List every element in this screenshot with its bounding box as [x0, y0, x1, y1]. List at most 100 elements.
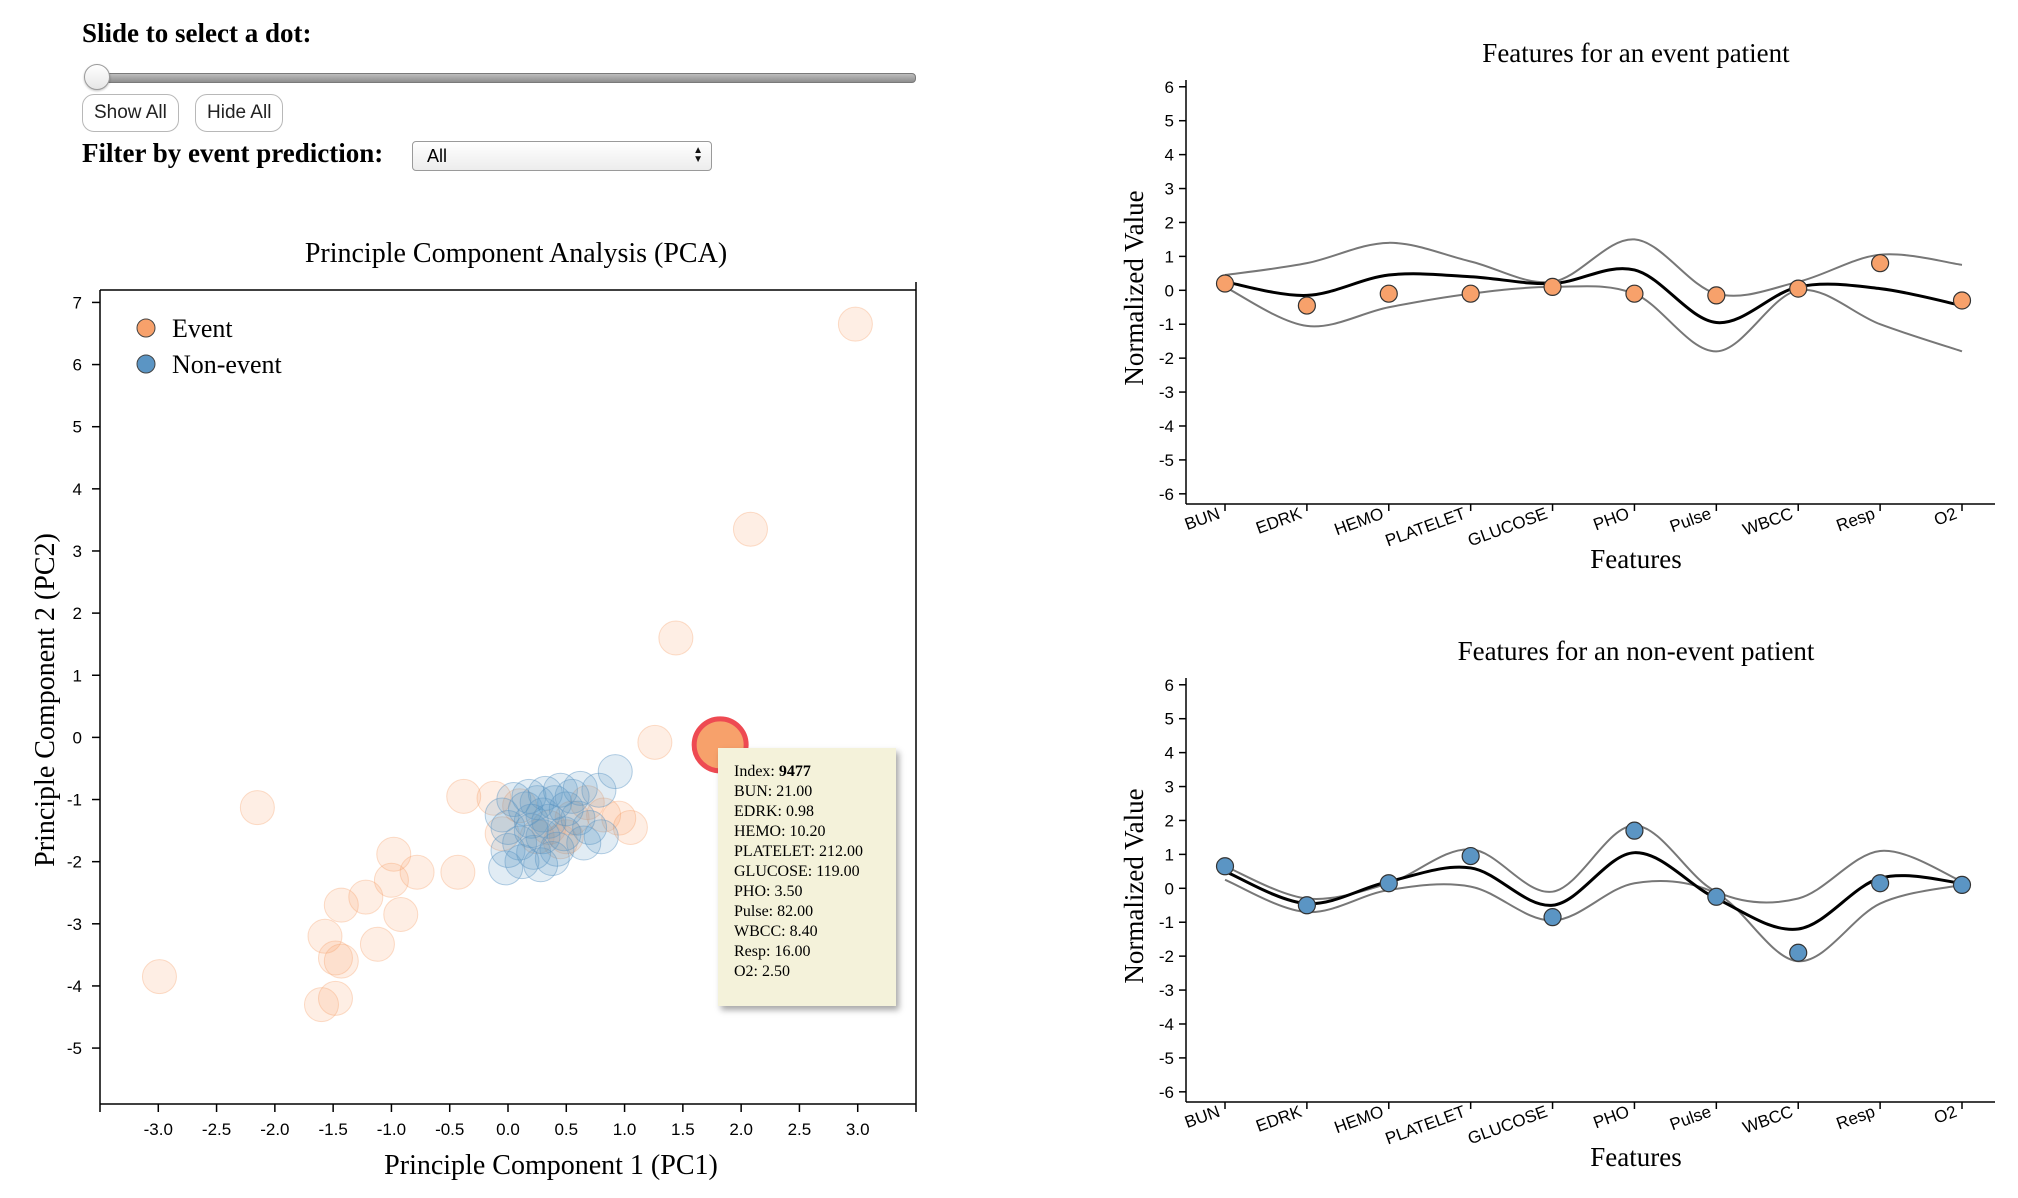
event_chart-x-tick-label: WBCC: [1740, 504, 1795, 540]
pca-event-point: [141, 959, 177, 995]
nonevent_chart-patient-point: [1543, 908, 1562, 927]
pca-nonevent-point: [539, 831, 575, 867]
event_chart-patient-point: [1379, 284, 1398, 303]
pca-event-point: [519, 819, 555, 855]
pca-event-point: [484, 816, 520, 852]
nonevent_chart-lower-line: [1224, 878, 1963, 963]
nonevent_chart-x-tick-label: Pulse: [1667, 1102, 1713, 1134]
pca-x-tick-label: 3.0: [846, 1120, 870, 1139]
pca-y-tick-label: 0: [73, 728, 82, 747]
event_chart-y-tick-label: 3: [1165, 180, 1174, 199]
pca-y-tick-label: 6: [73, 356, 82, 375]
event_chart-y-tick-label: 2: [1165, 213, 1174, 232]
pca-legend: Event Non-event: [136, 314, 283, 379]
tooltip-line: O2: 2.50: [734, 963, 790, 980]
pca-event-point: [307, 918, 343, 954]
pca-y-tick-label: -5: [67, 1039, 82, 1058]
pca-nonevent-point: [546, 816, 582, 852]
nonevent_chart-x-tick-label: HEMO: [1332, 1102, 1386, 1137]
pca-event-point: [323, 943, 359, 979]
controls-panel: Slide to select a dot: Show All Hide All…: [82, 18, 922, 171]
pca-x-tick-label: -1.5: [318, 1120, 347, 1139]
event_chart-patient-point: [1707, 286, 1726, 305]
dot-slider[interactable]: [82, 64, 920, 90]
pca-nonevent-point: [516, 834, 552, 870]
pca-event-point: [554, 800, 590, 836]
pca-nonevent-point: [583, 819, 619, 855]
pca-xlabel: Principle Component 1 (PC1): [384, 1150, 718, 1181]
pca-event-point: [548, 819, 584, 855]
pca-event-point: [569, 785, 605, 821]
pca-event-point: [303, 987, 339, 1023]
pca-event-point: [239, 790, 275, 826]
event_chart-x-tick-label: GLUCOSE: [1465, 504, 1550, 550]
show-all-button[interactable]: Show All: [82, 94, 179, 132]
pca-nonevent-point: [488, 850, 524, 886]
event_chart-x-tick-label: EDRK: [1253, 504, 1305, 538]
pca-nonevent-point: [525, 797, 561, 833]
nonevent_chart-patient-point: [1215, 857, 1235, 876]
pca-event-point: [542, 824, 578, 860]
hide-all-button[interactable]: Hide All: [195, 94, 284, 132]
pca-nonevent-point: [534, 841, 570, 877]
event_chart-y-tick-label: -3: [1159, 383, 1174, 402]
nonevent_chart-y-tick-label: -3: [1159, 981, 1174, 1000]
pca-x-tick-label: -2.5: [202, 1120, 231, 1139]
nonevent_chart-y-tick-label: 6: [1165, 676, 1174, 695]
event_chart-mean-line: [1224, 267, 1963, 325]
nonevent_chart-y-tick-label: -2: [1159, 947, 1174, 966]
nonevent-xlabel: Features: [1590, 1142, 1681, 1172]
pca-event-point: [601, 800, 637, 836]
nonevent-chart-title: Features for an non-event patient: [1458, 636, 1815, 666]
pca-nonevent-point: [548, 791, 584, 827]
event-prediction-select[interactable]: All ▲ ▼: [412, 141, 712, 171]
pca-x-tick-label: -2.0: [260, 1120, 289, 1139]
event-ylabel: Normalized Value: [1119, 190, 1149, 385]
pca-nonevent-point: [511, 778, 547, 814]
pca-nonevent-point: [504, 844, 540, 880]
pca-y-tick-label: -4: [67, 977, 82, 996]
filter-label: Filter by event prediction:: [82, 138, 384, 168]
event_chart-patient-point: [1871, 254, 1890, 273]
event_chart-patient-point: [1297, 296, 1316, 315]
pca-y-tick-label: 5: [73, 418, 82, 437]
pca-title: Principle Component Analysis (PCA): [305, 238, 727, 269]
event-axes: -6 -5 -4 -3 -2 -1 0 1 2 3 4 5 6 BUN EDRK HEMOPLATELETGL…: [1159, 78, 1995, 550]
pca-event-point: [359, 926, 395, 962]
pca-nonevent-point: [554, 778, 590, 814]
pca-event-point: [317, 940, 353, 976]
event_chart-x-tick-label: PHO: [1591, 504, 1632, 534]
tooltip-line: HEMO: 10.20: [734, 823, 826, 840]
select-arrows-icon: ▲ ▼: [693, 145, 703, 165]
event-chart-title: Features for an event patient: [1482, 38, 1790, 68]
pca-legend-nonevent-marker: [136, 354, 156, 374]
pca-legend-nonevent-label: Non-event: [172, 350, 283, 379]
nonevent_chart-y-tick-label: 3: [1165, 778, 1174, 797]
pca-nonevent-point: [519, 785, 555, 821]
pca-event-point: [348, 879, 384, 915]
nonevent_chart-patient-point: [1871, 874, 1890, 893]
pca-event-point: [531, 809, 567, 845]
event_chart-y-tick-label: 5: [1165, 112, 1174, 131]
tooltip-line: PHO: 3.50: [734, 883, 803, 900]
pca-event-point: [476, 780, 512, 816]
event_chart-y-tick-label: 6: [1165, 78, 1174, 97]
pca-nonevent-point: [490, 809, 526, 845]
pca-y-tick-label: 3: [73, 542, 82, 561]
nonevent_chart-y-tick-label: 4: [1165, 744, 1174, 763]
event-lines: [1215, 238, 1972, 353]
pca-nonevent-point: [597, 754, 633, 790]
point-tooltip: Index: 9477 BUN: 21.00 EDRK: 0.98 HEMO: …: [718, 748, 896, 1006]
pca-nonevent-point: [523, 847, 559, 883]
tooltip-line: Pulse: 82.00: [734, 903, 814, 920]
pca-event-point: [323, 887, 359, 923]
nonevent_chart-patient-point: [1297, 896, 1316, 915]
pca-ylabel: Principle Component 2 (PC2): [30, 533, 61, 867]
pca-event-point: [586, 797, 622, 833]
pca-nonevent-point: [560, 800, 596, 836]
pca-event-point: [399, 854, 435, 890]
pca-nonevent-point: [484, 797, 520, 833]
slider-thumb[interactable]: [84, 64, 110, 90]
pca-nonevent-point: [527, 775, 563, 811]
nonevent_chart-y-tick-label: 1: [1165, 845, 1174, 864]
